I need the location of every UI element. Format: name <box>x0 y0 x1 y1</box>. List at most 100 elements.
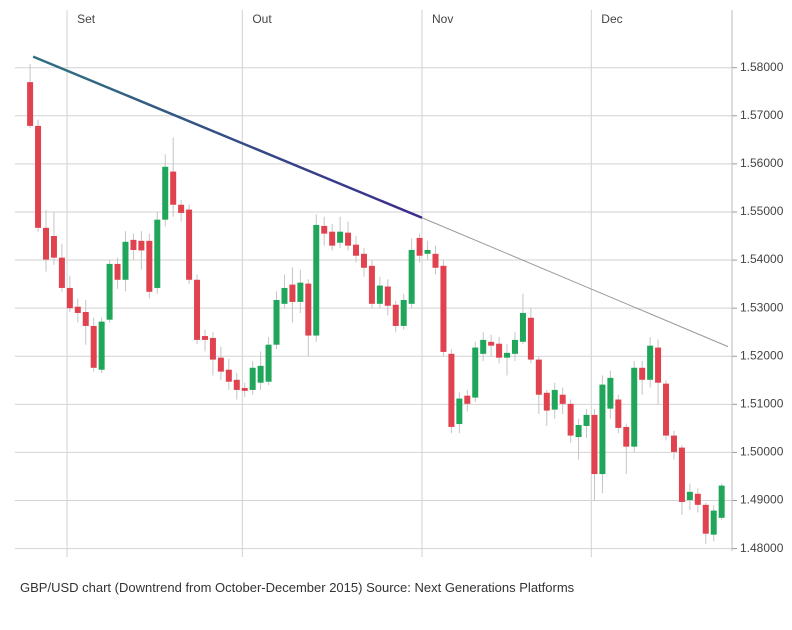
candle-body <box>543 392 550 411</box>
candle-body <box>464 395 471 404</box>
candle-body <box>631 367 638 447</box>
y-tick-label: 1.54000 <box>740 252 784 266</box>
candle-body <box>194 279 201 340</box>
x-tick-label: Set <box>77 12 96 26</box>
candle-body <box>170 171 177 205</box>
candle-body <box>384 286 391 306</box>
candle-body <box>480 339 487 354</box>
y-tick-label: 1.57000 <box>740 108 784 122</box>
candle-body <box>50 236 57 258</box>
candle-body <box>655 347 662 383</box>
candle-body <box>583 414 590 426</box>
candle-body <box>694 493 701 505</box>
x-tick-label: Out <box>252 12 272 26</box>
candle-body <box>710 510 717 535</box>
candle-body <box>122 241 129 280</box>
candle-body <box>376 285 383 304</box>
candle-body <box>58 257 65 288</box>
candle-body <box>615 399 622 428</box>
candle-body <box>257 365 264 383</box>
candle-body <box>368 265 375 304</box>
candle-body <box>186 209 193 280</box>
candle-body <box>82 311 89 326</box>
candle-body <box>647 345 654 380</box>
candle-body <box>702 504 709 534</box>
candle-body <box>289 284 296 302</box>
candle-body <box>345 232 352 246</box>
candle-body <box>551 389 558 410</box>
y-tick-label: 1.56000 <box>740 156 784 170</box>
candle-body <box>154 219 161 288</box>
candle-body <box>527 317 534 360</box>
candle-body <box>663 383 670 436</box>
candle-body <box>678 447 685 502</box>
candle-body <box>297 282 304 302</box>
candle-body <box>607 377 614 409</box>
candle-body <box>74 306 81 313</box>
candle-body <box>408 249 415 304</box>
candle-body <box>27 82 34 126</box>
candle-body <box>217 357 224 372</box>
candle-body <box>392 304 399 326</box>
candle-body <box>670 435 677 452</box>
candle-body <box>416 237 423 256</box>
candle-body <box>591 414 598 475</box>
candle-body <box>559 394 566 404</box>
y-tick-label: 1.55000 <box>740 204 784 218</box>
candle-body <box>35 125 42 228</box>
y-tick-label: 1.52000 <box>740 348 784 362</box>
y-tick-label: 1.49000 <box>740 493 784 507</box>
caption: GBP/USD chart (Downtrend from October-De… <box>20 580 575 595</box>
candle-body <box>249 367 256 390</box>
candle-body <box>353 244 360 256</box>
candle-body <box>432 253 439 268</box>
candle-body <box>535 359 542 395</box>
candle-body <box>400 299 407 326</box>
candle-body <box>106 263 113 320</box>
candle-body <box>567 403 574 436</box>
candle-body <box>98 321 105 370</box>
candle-body <box>519 312 526 342</box>
candle-body <box>313 224 320 336</box>
candle-body <box>456 398 463 425</box>
candle-body <box>623 426 630 447</box>
candle-body <box>360 253 367 268</box>
y-tick-label: 1.58000 <box>740 60 784 74</box>
candle-body <box>504 352 511 358</box>
candle-body <box>599 384 606 475</box>
trend-extension <box>421 217 729 348</box>
candle-body <box>233 379 240 390</box>
y-tick-label: 1.53000 <box>740 300 784 314</box>
candle-body <box>241 387 248 391</box>
candle-body <box>178 204 185 213</box>
candle-body <box>66 287 73 309</box>
chart: 1.48000 1.49000 1.50000 1.51000 1.52000 1.530… <box>15 10 784 557</box>
candle-body <box>488 341 495 346</box>
candle-body <box>472 347 479 398</box>
candle-body <box>639 367 646 380</box>
x-tick-label: Nov <box>432 12 453 26</box>
candle-body <box>575 425 582 438</box>
candle-body <box>686 491 693 501</box>
candle-body <box>511 339 518 354</box>
candle-body <box>424 249 431 254</box>
y-tick-label: 1.48000 <box>740 541 784 555</box>
x-tick-label: Dec <box>601 12 622 26</box>
candle-body <box>138 240 145 251</box>
candle-body <box>329 231 336 246</box>
candle-body <box>209 337 216 360</box>
candle-body <box>321 225 328 234</box>
y-tick-label: 1.50000 <box>740 445 784 459</box>
candle-body <box>305 283 312 336</box>
candle-body <box>273 299 280 345</box>
candle-body <box>440 265 447 352</box>
candle-body <box>130 239 137 250</box>
candle-body <box>496 343 503 358</box>
candle-body <box>43 227 50 260</box>
trendline <box>32 55 423 219</box>
candle-body <box>265 344 272 382</box>
candle-body <box>225 369 232 382</box>
candle-body <box>90 325 97 368</box>
candle-body <box>448 353 455 427</box>
candle-body <box>114 263 121 280</box>
